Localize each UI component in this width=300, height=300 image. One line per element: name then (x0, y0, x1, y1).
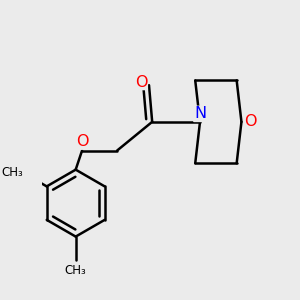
Text: CH₃: CH₃ (65, 264, 87, 277)
Text: O: O (135, 74, 147, 89)
Text: CH₃: CH₃ (1, 166, 23, 179)
Text: N: N (194, 106, 206, 122)
Text: O: O (76, 134, 88, 149)
Text: O: O (244, 114, 256, 129)
